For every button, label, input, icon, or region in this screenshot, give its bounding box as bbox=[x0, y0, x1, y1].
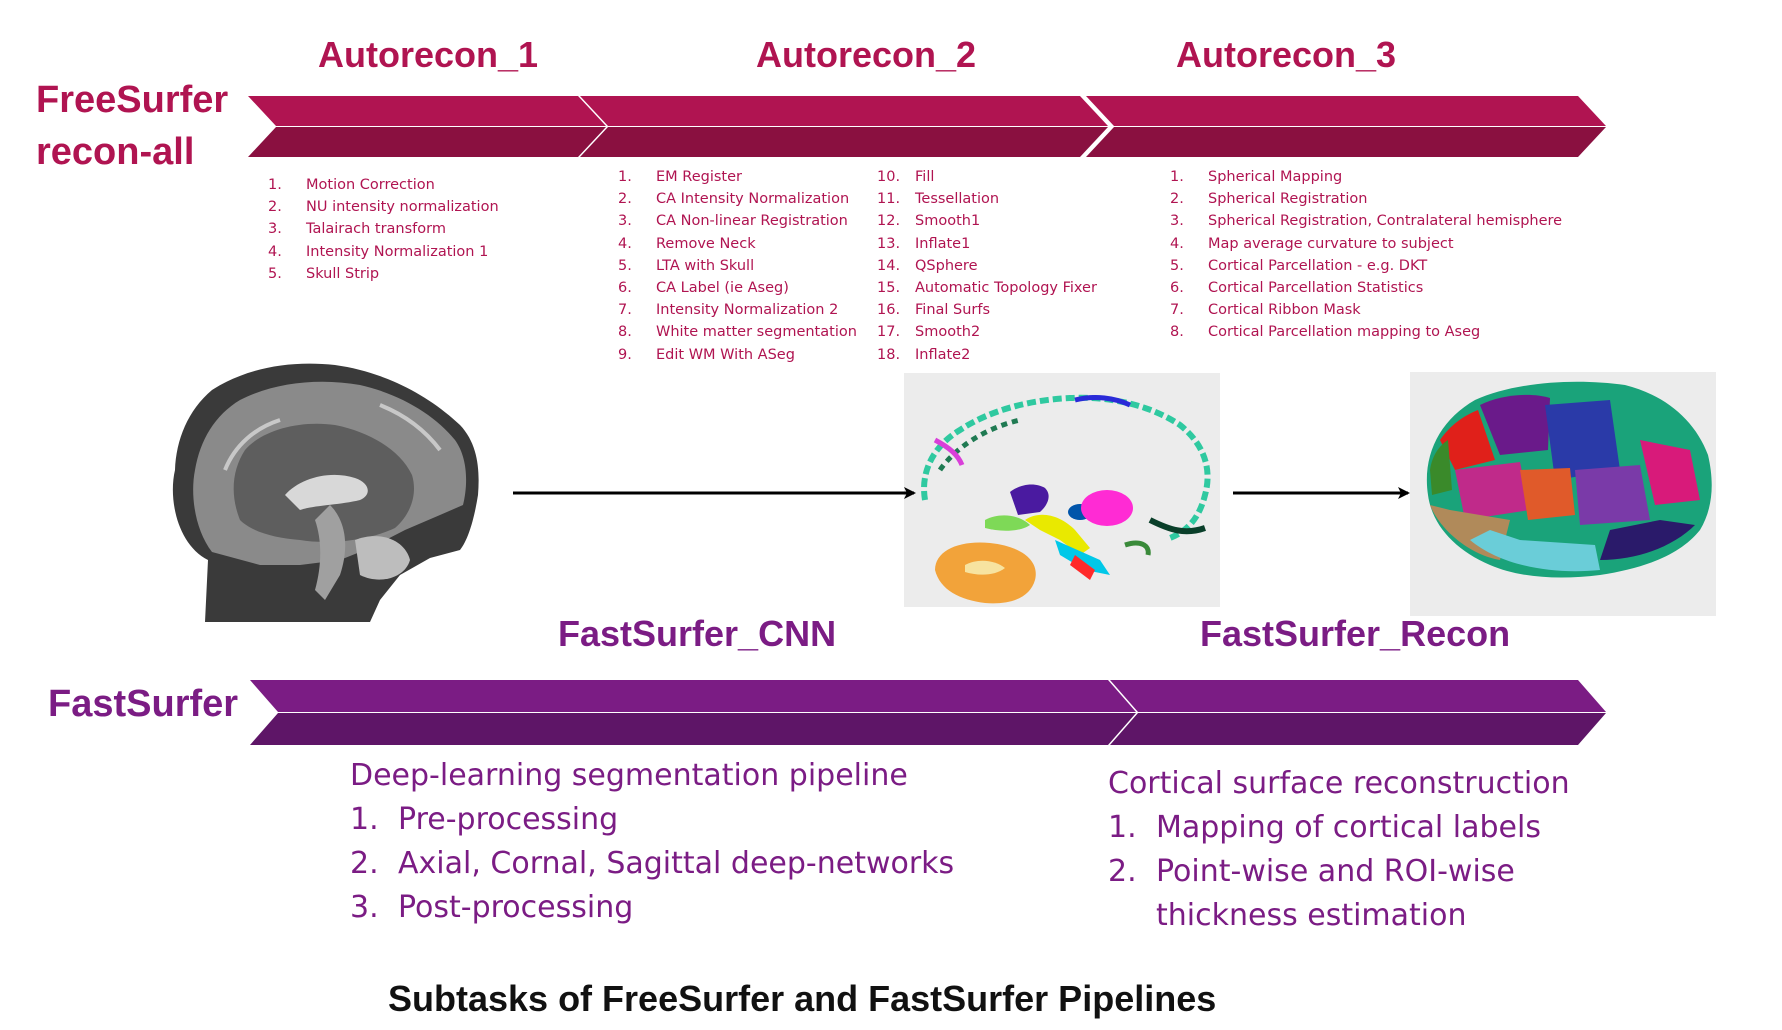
list-item: 2. Axial, Cornal, Sagittal deep-networks bbox=[350, 842, 954, 886]
list-item: 5. Skull Strip bbox=[268, 263, 499, 285]
list-item: 4. Remove Neck bbox=[618, 233, 857, 255]
list-item: 16. Final Surfs bbox=[877, 299, 1097, 321]
list-item: 15. Automatic Topology Fixer bbox=[877, 277, 1097, 299]
segmentation-image bbox=[904, 373, 1220, 607]
list-item: 3. Spherical Registration, Contralateral … bbox=[1170, 210, 1562, 232]
autorecon-3-steps: 1. Spherical Mapping 2. Spherical Registra… bbox=[1170, 166, 1562, 344]
list-item: 2. NU intensity normalization bbox=[268, 196, 499, 218]
list-item: 1. Motion Correction bbox=[268, 174, 499, 196]
autorecon-3-title: Autorecon_3 bbox=[1176, 34, 1396, 76]
fastsurfer-title: FastSurfer bbox=[48, 683, 238, 726]
autorecon-1-title: Autorecon_1 bbox=[318, 34, 538, 76]
list-item: 1. Spherical Mapping bbox=[1170, 166, 1562, 188]
list-item: thickness estimation bbox=[1108, 894, 1570, 938]
fastsurfer-cnn-steps: 1. Pre-processing 2. Axial, Cornal, Sagitt… bbox=[350, 798, 954, 930]
autorecon-2-steps-col2: 10. Fill 11. Tessellation 12. Smooth1 13. In… bbox=[877, 166, 1097, 366]
list-item: 5. LTA with Skull bbox=[618, 255, 857, 277]
list-item: 3. Post-processing bbox=[350, 886, 954, 930]
list-item: 2. Point-wise and ROI-wise bbox=[1108, 850, 1570, 894]
list-item: 1. Pre-processing bbox=[350, 798, 954, 842]
figure-caption: Subtasks of FreeSurfer and FastSurfer Pi… bbox=[388, 978, 1216, 1020]
list-item: 3. CA Non-linear Registration bbox=[618, 210, 857, 232]
list-item: 17. Smooth2 bbox=[877, 321, 1097, 343]
autorecon-1-steps: 1. Motion Correction 2. NU intensity norma… bbox=[268, 174, 499, 285]
list-item: 10. Fill bbox=[877, 166, 1097, 188]
fastsurfer-cnn-heading: Deep-learning segmentation pipeline bbox=[350, 754, 954, 798]
list-item: 11. Tessellation bbox=[877, 188, 1097, 210]
list-item: 13. Inflate1 bbox=[877, 233, 1097, 255]
list-item: 18. Inflate2 bbox=[877, 344, 1097, 366]
list-item: 7. Cortical Ribbon Mask bbox=[1170, 299, 1562, 321]
list-item: 3. Talairach transform bbox=[268, 218, 499, 240]
autorecon-2-title: Autorecon_2 bbox=[756, 34, 976, 76]
list-item: 7. Intensity Normalization 2 bbox=[618, 299, 857, 321]
list-item: 12. Smooth1 bbox=[877, 210, 1097, 232]
list-item: 4. Intensity Normalization 1 bbox=[268, 241, 499, 263]
fastsurfer-recon-description: Cortical surface reconstruction 1. Mappin… bbox=[1108, 762, 1570, 938]
list-item: 6. CA Label (ie Aseg) bbox=[618, 277, 857, 299]
fastsurfer-cnn-description: Deep-learning segmentation pipeline 1. Pr… bbox=[350, 754, 954, 930]
freesurfer-title: FreeSurfer recon-all bbox=[36, 74, 228, 178]
fastsurfer-recon-title: FastSurfer_Recon bbox=[1200, 613, 1510, 655]
list-item: 1. EM Register bbox=[618, 166, 857, 188]
list-item: 8. White matter segmentation bbox=[618, 321, 857, 343]
list-item: 5. Cortical Parcellation - e.g. DKT bbox=[1170, 255, 1562, 277]
list-item: 9. Edit WM With ASeg bbox=[618, 344, 857, 366]
list-item: 1. Mapping of cortical labels bbox=[1108, 806, 1570, 850]
freesurfer-title-line2: recon-all bbox=[36, 126, 228, 178]
list-item: 4. Map average curvature to subject bbox=[1170, 233, 1562, 255]
fastsurfer-recon-heading: Cortical surface reconstruction bbox=[1108, 762, 1570, 806]
fastsurfer-cnn-title: FastSurfer_CNN bbox=[558, 613, 836, 655]
autorecon-2-chevron bbox=[580, 96, 1108, 157]
sagittal-mri-image bbox=[173, 364, 479, 622]
cortical-surface-image bbox=[1410, 372, 1716, 616]
fastsurfer-recon-steps: 1. Mapping of cortical labels 2. Point-wis… bbox=[1108, 806, 1570, 938]
list-item: 2. Spherical Registration bbox=[1170, 188, 1562, 210]
freesurfer-title-line1: FreeSurfer bbox=[36, 74, 228, 126]
fastsurfer-cnn-chevron bbox=[250, 680, 1136, 745]
list-item: 2. CA Intensity Normalization bbox=[618, 188, 857, 210]
list-item: 14. QSphere bbox=[877, 255, 1097, 277]
autorecon-3-chevron bbox=[1086, 96, 1606, 157]
list-item: 8. Cortical Parcellation mapping to Aseg bbox=[1170, 321, 1562, 343]
autorecon-1-chevron bbox=[248, 96, 606, 157]
fastsurfer-recon-chevron bbox=[1110, 680, 1606, 745]
list-item: 6. Cortical Parcellation Statistics bbox=[1170, 277, 1562, 299]
autorecon-2-steps-col1: 1. EM Register 2. CA Intensity Normalizati… bbox=[618, 166, 857, 366]
